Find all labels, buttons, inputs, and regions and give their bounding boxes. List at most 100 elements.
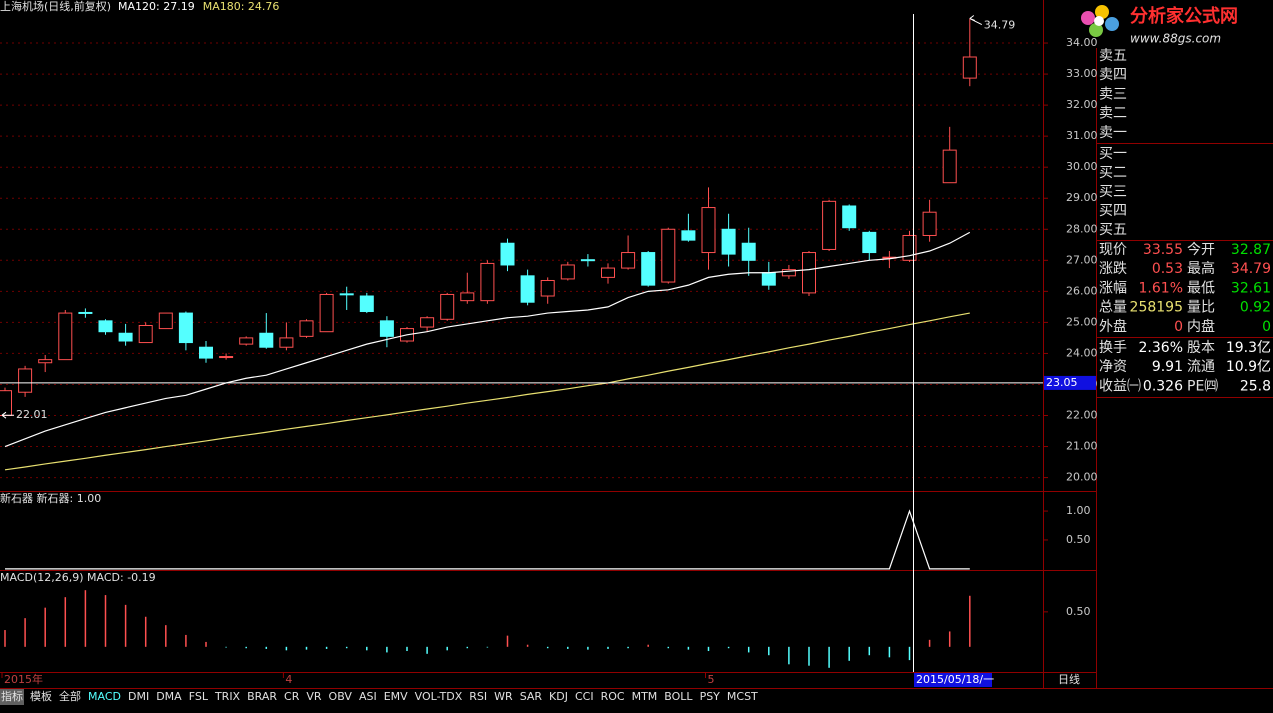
candle-body [500,242,515,266]
tab[interactable]: CR [284,690,300,703]
candle-body [721,228,736,255]
sell-level: 卖三 [1099,86,1127,102]
quote-value: 10.9亿 [1226,359,1271,375]
quote-label: 今开 [1187,242,1215,258]
tab[interactable]: FSL [189,690,209,703]
legend-entry: MA120: 27.19 [118,0,195,13]
candle-body [219,356,234,359]
ma-line [4,312,970,471]
tab[interactable]: TRIX [214,690,241,703]
candle-body [641,252,656,286]
candle-body [58,312,73,361]
candle-body [661,228,676,283]
quote-value: 19.3亿 [1226,340,1271,356]
candle-body [540,279,555,297]
quote-label: 总量 [1099,300,1127,316]
logo-title: 分析家公式网 [1130,5,1238,27]
quote-value: 2.36% [1139,340,1183,356]
candle-body [681,230,696,241]
tab[interactable]: KDJ [549,690,568,703]
candle-body [359,295,374,313]
quote-value: 258195 [1130,300,1183,316]
tab[interactable]: BOLL [664,690,693,703]
tab[interactable]: MTM [632,690,658,703]
quote-label: 现价 [1099,242,1127,258]
tab[interactable]: EMV [384,690,408,703]
candle-body [560,264,575,280]
quote-label: 涨跌 [1099,261,1127,277]
tab[interactable]: 模板 [30,689,52,703]
logo-flower [1081,5,1119,37]
candle-body [339,293,354,296]
sell-level: 卖四 [1099,67,1127,83]
tab[interactable]: BRAR [247,690,277,703]
tab[interactable]: OBV [329,690,353,703]
buy-level: 买四 [1099,203,1127,219]
tab[interactable]: SAR [520,690,543,703]
ma-line [4,231,971,448]
candle-body [199,346,213,359]
y-tick-label: 21.00 [1066,440,1098,453]
candle-body [18,368,33,393]
sell-level: 卖五 [1099,48,1127,64]
quote-label: 净资 [1099,359,1127,375]
quote-value: 0 [1262,319,1271,335]
tab[interactable]: MACD [88,690,121,703]
buy-level: 买三 [1099,184,1127,200]
y-tick-label: 34.00 [1066,36,1098,49]
quote-label: PE㈣ [1187,378,1218,394]
candle-body [741,242,756,261]
quote-label: 外盘 [1099,318,1127,335]
candle-body [520,275,535,303]
quote-value: 0.92 [1240,300,1271,316]
min-label: 22.01 [16,408,48,421]
candle-body [279,337,294,348]
tab[interactable]: 指标 [1,689,23,703]
y-tick-label: 28.00 [1066,222,1098,235]
tab[interactable]: DMA [156,690,182,703]
tab-selected-bg [0,689,24,705]
candle-body [761,272,776,286]
tab[interactable]: ROC [601,690,625,703]
tab[interactable]: VR [306,690,322,703]
tab[interactable]: CCI [575,690,594,703]
tab[interactable]: ASI [359,690,377,703]
tab[interactable]: WR [494,690,513,703]
min-arrow [1,411,14,419]
candle-body [962,56,977,79]
candle-body [781,269,796,277]
candle-body [942,149,957,184]
y-tick-label: 0.50 [1066,533,1091,546]
crosshair-x-label: 2015/05/18/一 [916,673,994,686]
tab[interactable]: RSI [469,690,487,703]
tab[interactable]: DMI [128,690,149,703]
quote-label: 股本 [1187,340,1215,356]
candle-body [842,205,857,229]
tab[interactable]: VOL-TDX [415,690,463,703]
chart-title: MACD(12,26,9) MACD: -0.19 [0,571,156,584]
candle-body [239,337,254,345]
chart-title: 新石器 新石器: 1.00 [0,491,101,505]
legend-entry: MA180: 24.76 [203,0,280,13]
candle-body [601,267,615,278]
candle-body [580,259,595,262]
tab[interactable]: 全部 [59,689,81,703]
tab[interactable]: PSY [700,690,721,703]
quote-label: 涨幅 [1099,280,1127,296]
candle-body [259,332,274,348]
logo-url: www.88gs.com [1130,32,1221,46]
candle-body [319,293,334,333]
period[interactable]: 日线 [1058,672,1080,686]
tab[interactable]: MCST [727,690,758,703]
buy-level: 买一 [1099,146,1127,162]
candle-body [98,320,113,333]
x-tick-label: 2015年 [4,672,43,686]
y-tick-label: 29.00 [1066,191,1098,204]
quote-value: 0.53 [1152,261,1183,277]
y-tick-label: 24.00 [1066,346,1098,359]
y-tick-label: 25.00 [1066,315,1098,328]
y-tick-label: 0.50 [1066,605,1091,618]
buy-level: 买五 [1099,222,1127,238]
quote-value: 32.61 [1231,280,1271,296]
